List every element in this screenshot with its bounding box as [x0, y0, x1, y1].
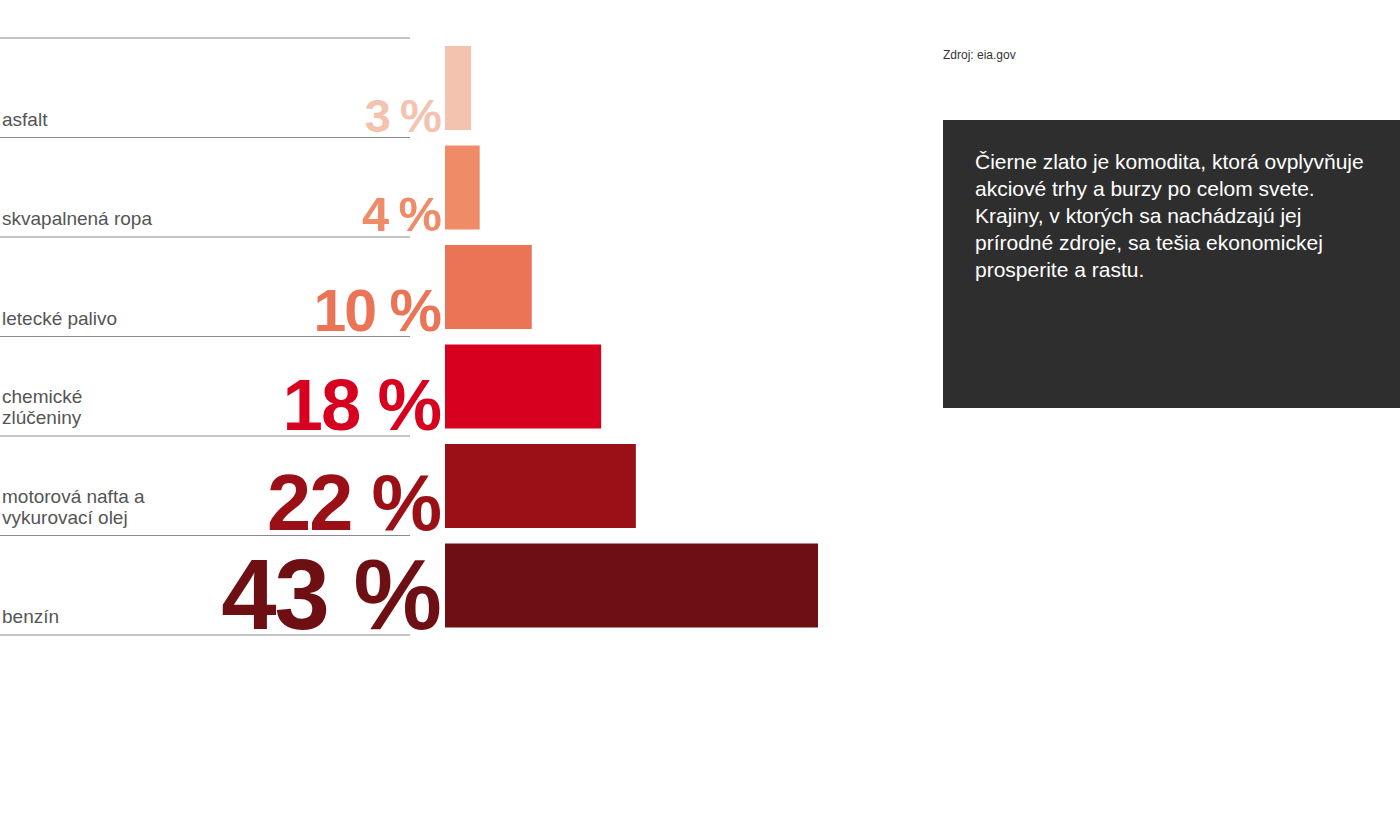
- svg-text:43 %: 43 %: [221, 539, 440, 650]
- svg-text:benzín: benzín: [2, 606, 59, 627]
- svg-text:3 %: 3 %: [365, 89, 441, 142]
- svg-text:18 %: 18 %: [283, 364, 441, 445]
- svg-text:vykurovací olej: vykurovací olej: [2, 507, 128, 528]
- svg-text:motorová nafta a: motorová nafta a: [2, 486, 145, 507]
- svg-text:asfalt: asfalt: [2, 109, 48, 130]
- svg-text:zlúčeniny: zlúčeniny: [2, 407, 82, 428]
- html-text:Zdroj: eia.gov: Zdroj: eia.gov: [943, 48, 1016, 62]
- svg-text:10 %: 10 %: [314, 278, 441, 344]
- html-text:Čierne zlato je komodita, ktor: Čierne zlato je komodita, ktorá ovplyvňu…: [975, 150, 1364, 281]
- svg-text:letecké palivo: letecké palivo: [2, 308, 117, 329]
- svg-text:skvapalnená ropa: skvapalnená ropa: [2, 208, 152, 229]
- svg-text:4 %: 4 %: [362, 187, 442, 241]
- svg-text:chemické: chemické: [2, 386, 82, 407]
- svg-text:22 %: 22 %: [267, 458, 440, 547]
